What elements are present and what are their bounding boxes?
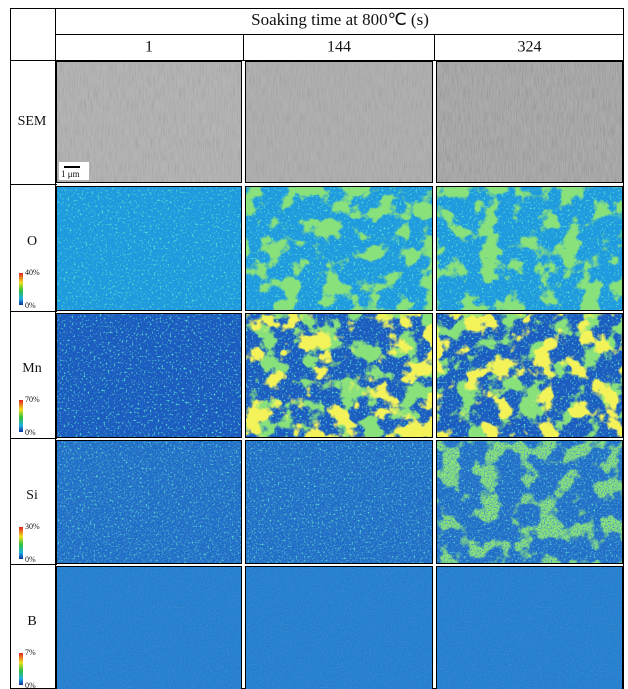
color-scale <box>19 400 23 432</box>
scale-max: 40% <box>25 268 40 277</box>
micrograph-texture <box>437 314 622 437</box>
row-label: B <box>27 614 36 629</box>
micrograph-border <box>245 186 433 311</box>
micrograph-texture <box>437 187 622 310</box>
column-header: 324 <box>518 39 542 56</box>
micrograph-border <box>56 440 242 564</box>
micrograph-border <box>245 61 433 183</box>
micrograph-texture <box>57 441 241 563</box>
micrograph-texture <box>246 62 432 182</box>
micrograph-texture <box>437 567 622 689</box>
header-title: Soaking time at 800℃ (s) <box>251 10 429 29</box>
scale-min: 0% <box>25 681 36 689</box>
micrograph-border <box>56 186 242 311</box>
micrograph-border <box>245 566 433 689</box>
micrograph-texture <box>57 187 241 310</box>
scale-min: 0% <box>25 428 36 437</box>
micrograph-texture <box>246 441 432 563</box>
scale-max: 70% <box>25 395 40 404</box>
column-header: 144 <box>327 39 351 56</box>
micrograph-border <box>56 313 242 438</box>
scale-min: 0% <box>25 555 36 564</box>
scale-max: 30% <box>25 522 40 531</box>
micrograph-texture <box>57 567 241 689</box>
scale-max: 7% <box>25 648 36 657</box>
color-scale <box>19 273 23 305</box>
micrograph-texture <box>246 187 432 310</box>
micrograph-texture <box>437 62 622 182</box>
color-scale <box>19 527 23 559</box>
micrograph-border <box>436 186 623 311</box>
micrograph-texture <box>246 314 432 437</box>
micrograph-texture <box>437 441 622 563</box>
row-label: Si <box>26 488 38 503</box>
scale-min: 0% <box>25 301 36 310</box>
micrograph-border <box>56 61 242 183</box>
micrograph-texture <box>246 567 432 689</box>
row-label: SEM <box>18 114 47 129</box>
micrograph-border <box>436 313 623 438</box>
micrograph-border <box>245 313 433 438</box>
micrograph-border <box>436 61 623 183</box>
column-header: 1 <box>145 39 153 56</box>
micrograph-border <box>436 440 623 564</box>
scale-bar-label: 1 μm <box>61 169 80 179</box>
micrograph-border <box>245 440 433 564</box>
micrograph-border <box>56 566 242 689</box>
micrograph-border <box>436 566 623 689</box>
row-label: Mn <box>22 361 41 376</box>
row-label: O <box>27 234 37 249</box>
micrograph-texture <box>57 314 241 437</box>
color-scale <box>19 653 23 685</box>
